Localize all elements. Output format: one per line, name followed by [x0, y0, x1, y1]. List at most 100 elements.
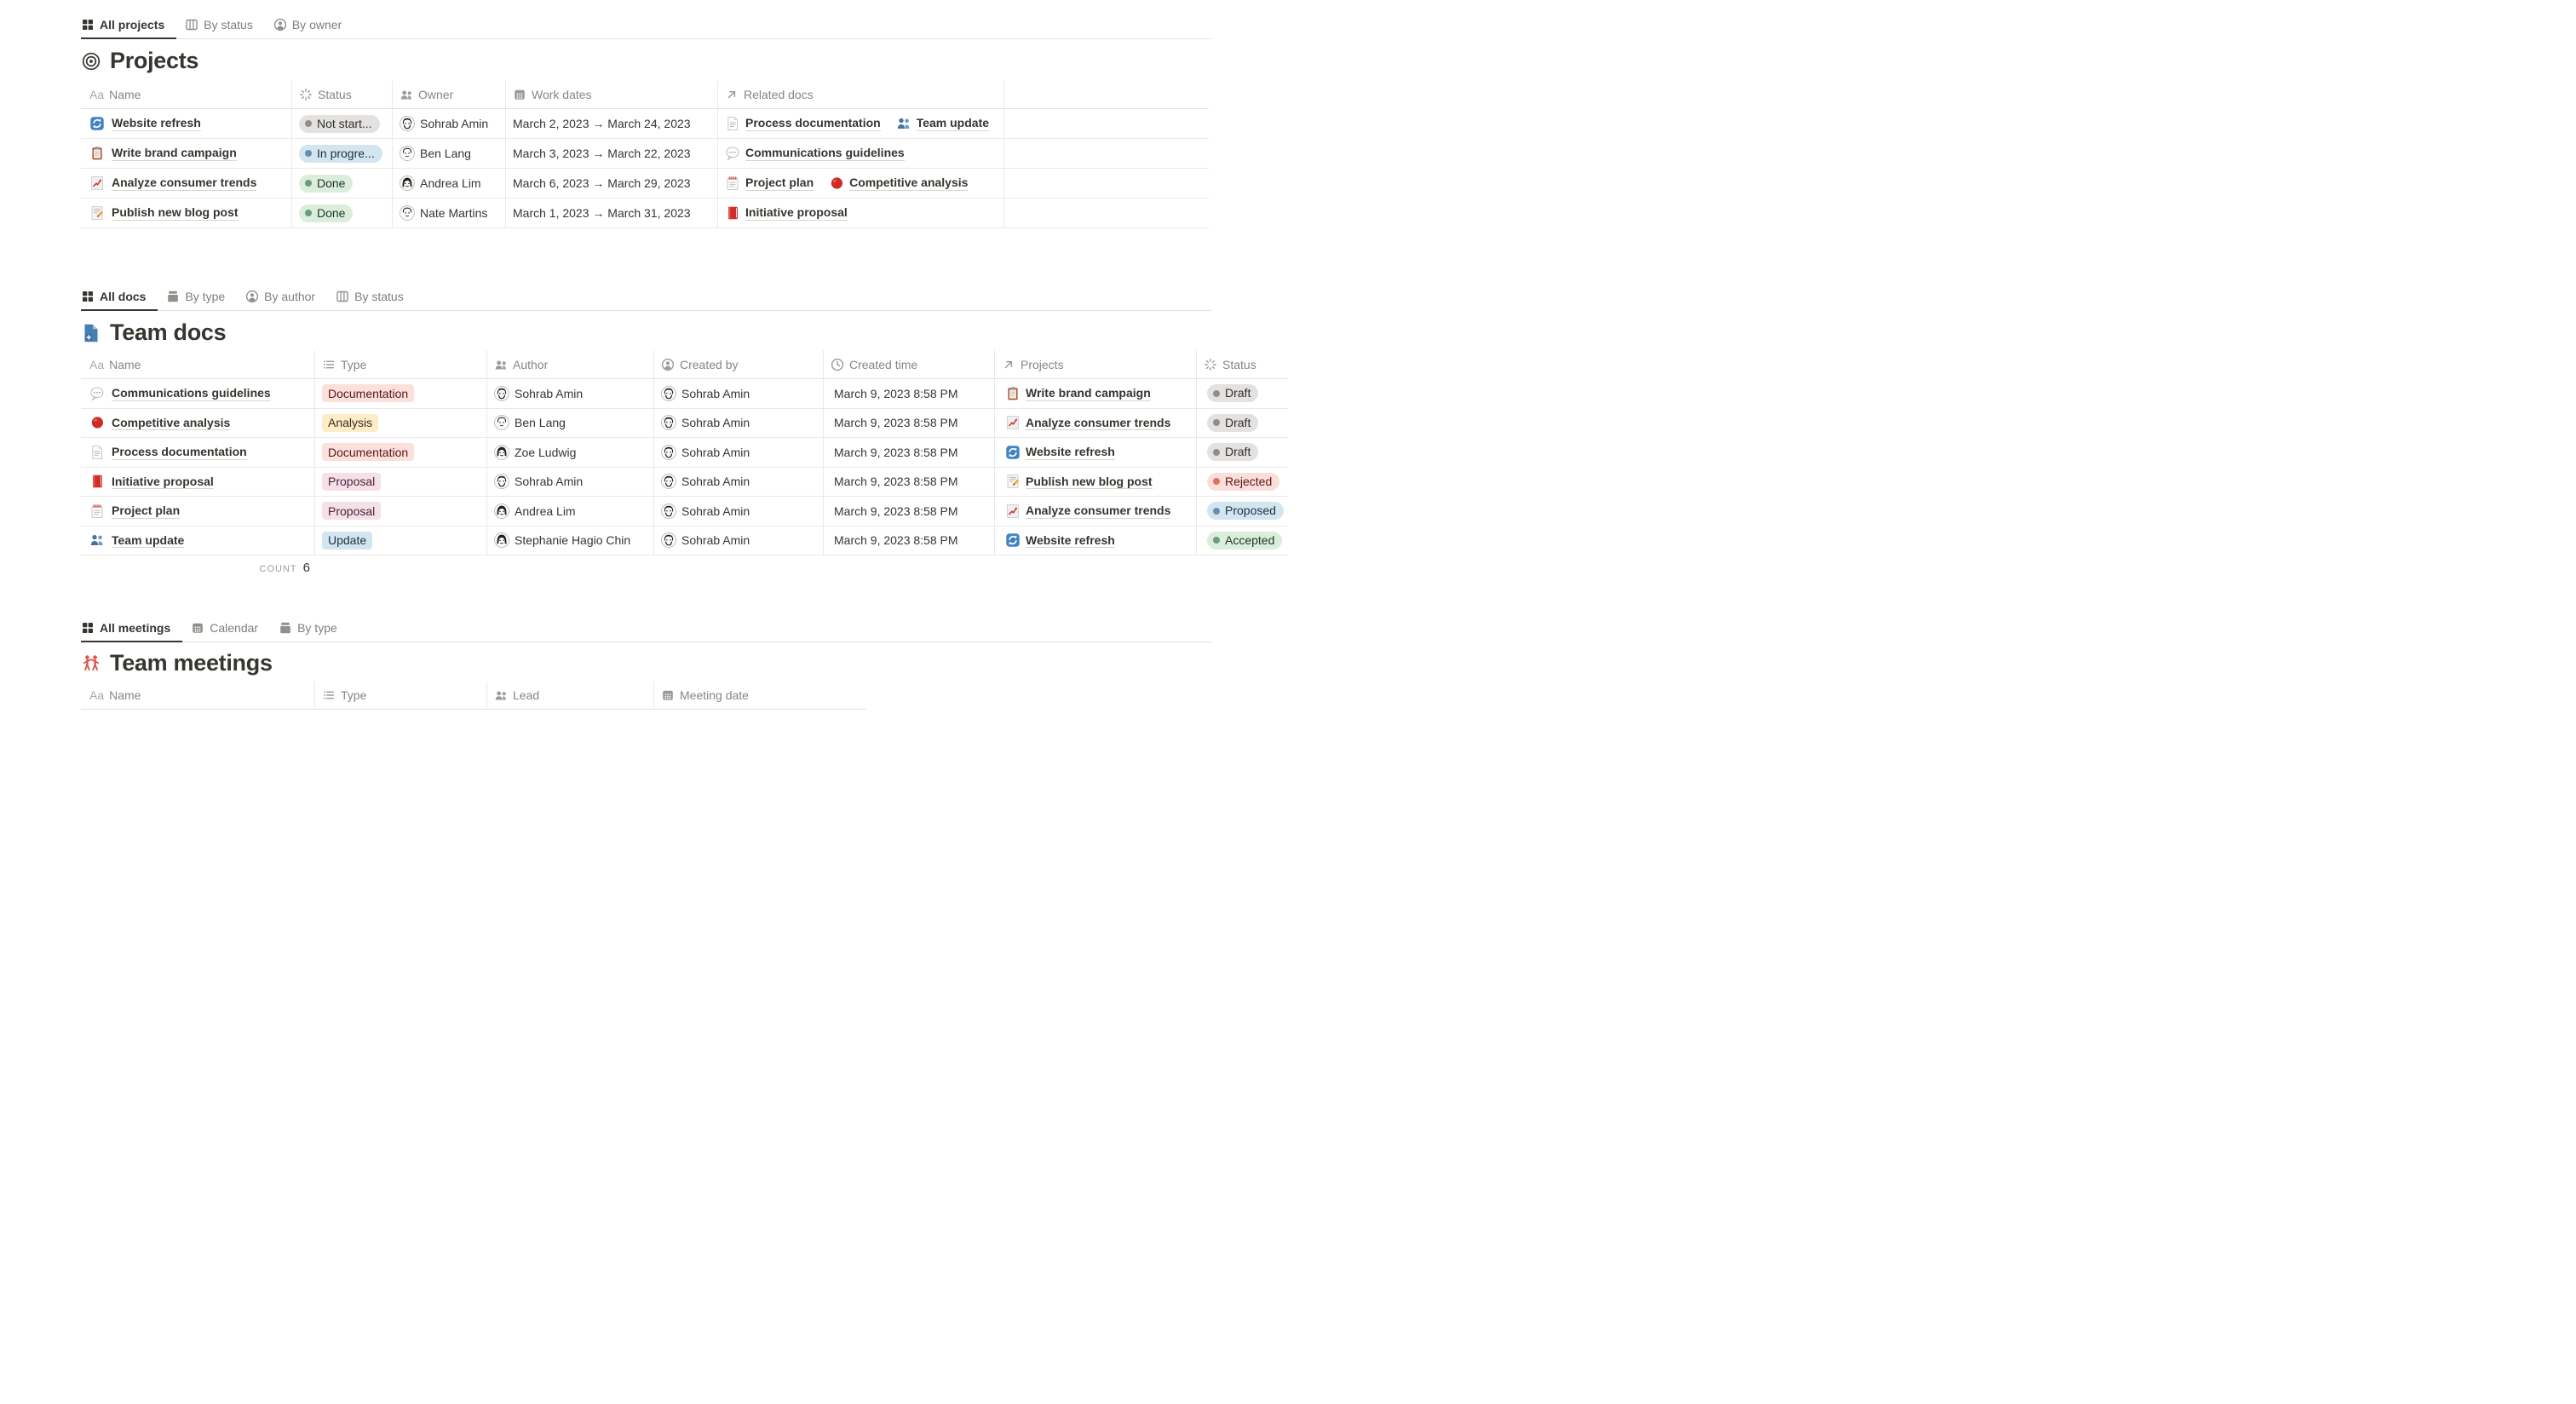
tab-label: Calendar	[210, 621, 259, 635]
project-link[interactable]: Website refresh	[1005, 445, 1115, 460]
type-tag[interactable]: Documentation	[322, 443, 415, 462]
project-link[interactable]: Analyze consumer trends	[1005, 503, 1171, 519]
status-dot	[1213, 478, 1220, 486]
red-ball-icon	[89, 415, 105, 430]
table-row[interactable]: Publish new blog post Done Nate Martins …	[81, 199, 1209, 228]
related-doc-link[interactable]: Process documentation	[725, 116, 881, 131]
type-tag[interactable]: Update	[322, 531, 373, 550]
status-badge[interactable]: Draft	[1207, 413, 1259, 432]
select-icon	[322, 688, 336, 702]
tab-by-type[interactable]: By type	[166, 284, 237, 311]
column-header-lead[interactable]: Lead	[487, 682, 654, 710]
related-doc-link[interactable]: Team update	[896, 116, 990, 131]
status-badge[interactable]: Accepted	[1207, 531, 1283, 550]
column-header-work-dates[interactable]: Work dates	[506, 81, 718, 109]
red-ball-icon	[829, 176, 844, 191]
column-header-meeting-date[interactable]: Meeting date	[654, 682, 866, 710]
meetings-title: Team meetings	[81, 650, 273, 676]
tab-calendar[interactable]: Calendar	[191, 615, 270, 642]
table-row[interactable]: Write brand campaign In progre... Ben La…	[81, 139, 1209, 169]
count-summary[interactable]: count 6	[81, 561, 315, 575]
project-link[interactable]: Publish new blog post	[1005, 474, 1153, 489]
column-header-name[interactable]: Aa Name	[81, 350, 315, 379]
status-badge[interactable]: In progre...	[299, 144, 382, 163]
docs-title: Team docs	[81, 319, 227, 346]
page-link[interactable]: Communications guidelines	[112, 386, 271, 401]
page-link[interactable]: Website refresh	[112, 116, 201, 131]
status-badge[interactable]: Done	[299, 204, 354, 222]
tab-by-status[interactable]: By status	[185, 12, 265, 39]
project-link[interactable]: Write brand campaign	[1005, 386, 1151, 401]
related-doc-link[interactable]: Initiative proposal	[725, 205, 848, 221]
column-header-author[interactable]: Author	[487, 350, 654, 379]
tab-label: All meetings	[100, 621, 171, 635]
page-link[interactable]: Competitive analysis	[112, 415, 231, 430]
created-time: March 9, 2023 8:58 PM	[834, 503, 958, 518]
author-name: Andrea Lim	[515, 503, 576, 518]
column-header-projects[interactable]: Projects	[995, 350, 1197, 379]
column-header-created-by[interactable]: Created by	[654, 350, 824, 379]
status-badge[interactable]: Proposed	[1207, 502, 1284, 521]
created-time: March 9, 2023 8:58 PM	[834, 445, 958, 459]
page-link[interactable]: Publish new blog post	[112, 205, 239, 221]
tab-all-projects[interactable]: All projects	[81, 12, 177, 39]
tab-by-owner[interactable]: By owner	[273, 12, 354, 39]
table-row[interactable]: Process documentation Documentation Zoe …	[81, 438, 1288, 468]
status-dot	[305, 150, 312, 157]
column-header-type[interactable]: Type	[315, 350, 487, 379]
page-link[interactable]: Team update	[112, 532, 185, 548]
status-badge[interactable]: Rejected	[1207, 472, 1280, 491]
column-header-name[interactable]: Aa Name	[81, 682, 315, 710]
created-by-name: Sohrab Amin	[681, 386, 750, 400]
tab-by-status[interactable]: By status	[336, 284, 416, 311]
column-header-created-time[interactable]: Created time	[824, 350, 995, 379]
author-name: Zoe Ludwig	[515, 445, 577, 459]
project-link[interactable]: Analyze consumer trends	[1005, 415, 1171, 430]
status-badge[interactable]: Not start...	[299, 114, 380, 133]
status-dot	[1213, 389, 1220, 397]
page-link[interactable]: Analyze consumer trends	[112, 176, 257, 191]
tab-all-meetings[interactable]: All meetings	[81, 615, 183, 642]
tab-by-author[interactable]: By author	[245, 284, 327, 311]
table-row[interactable]: Project plan Proposal Andrea Lim Sohrab …	[81, 497, 1288, 526]
table-row[interactable]: Website refresh Not start... Sohrab Amin…	[81, 109, 1209, 139]
board-view-icon	[336, 290, 349, 303]
type-tag[interactable]: Proposal	[322, 472, 382, 491]
page-link[interactable]: Project plan	[112, 503, 181, 519]
status-badge[interactable]: Done	[299, 174, 354, 193]
column-header-owner[interactable]: Owner	[393, 81, 506, 109]
table-row[interactable]: Competitive analysis Analysis Ben Lang S…	[81, 408, 1288, 438]
page-link[interactable]: Initiative proposal	[112, 474, 214, 489]
author-name: Sohrab Amin	[515, 386, 584, 400]
related-doc-link[interactable]: Competitive analysis	[829, 176, 969, 191]
page-link[interactable]: Write brand campaign	[112, 146, 237, 161]
column-header-name[interactable]: Aa Name	[81, 81, 292, 109]
status-dot	[1213, 537, 1220, 544]
person-view-icon	[245, 290, 259, 303]
people-blue-icon	[89, 532, 105, 548]
related-doc-link[interactable]: Project plan	[725, 176, 814, 191]
status-badge[interactable]: Draft	[1207, 443, 1259, 462]
tab-label: By type	[185, 290, 226, 303]
page-link[interactable]: Process documentation	[112, 445, 247, 460]
column-header-type[interactable]: Type	[315, 682, 487, 710]
table-row[interactable]: Communications guidelines Documentation …	[81, 379, 1288, 409]
tab-by-type[interactable]: By type	[279, 615, 349, 642]
related-doc-link[interactable]: Communications guidelines	[725, 146, 905, 161]
work-dates: March 6, 2023 → March 29, 2023	[513, 176, 691, 190]
column-header-status[interactable]: Status	[292, 81, 393, 109]
column-header-status[interactable]: Status	[1197, 350, 1288, 379]
text-icon: Aa	[89, 688, 105, 702]
type-tag[interactable]: Proposal	[322, 502, 382, 521]
table-row[interactable]: Analyze consumer trends Done Andrea Lim …	[81, 169, 1209, 199]
type-tag[interactable]: Documentation	[322, 384, 415, 403]
avatar	[661, 445, 676, 460]
status-badge[interactable]: Draft	[1207, 384, 1259, 403]
project-link[interactable]: Website refresh	[1005, 532, 1115, 548]
tab-all-docs[interactable]: All docs	[81, 284, 158, 311]
column-header-related-docs[interactable]: Related docs	[718, 81, 1004, 109]
notepad-icon	[725, 176, 740, 191]
table-row[interactable]: Team update Update Stephanie Hagio Chin …	[81, 526, 1288, 555]
type-tag[interactable]: Analysis	[322, 413, 379, 432]
table-row[interactable]: Initiative proposal Proposal Sohrab Amin…	[81, 467, 1288, 497]
